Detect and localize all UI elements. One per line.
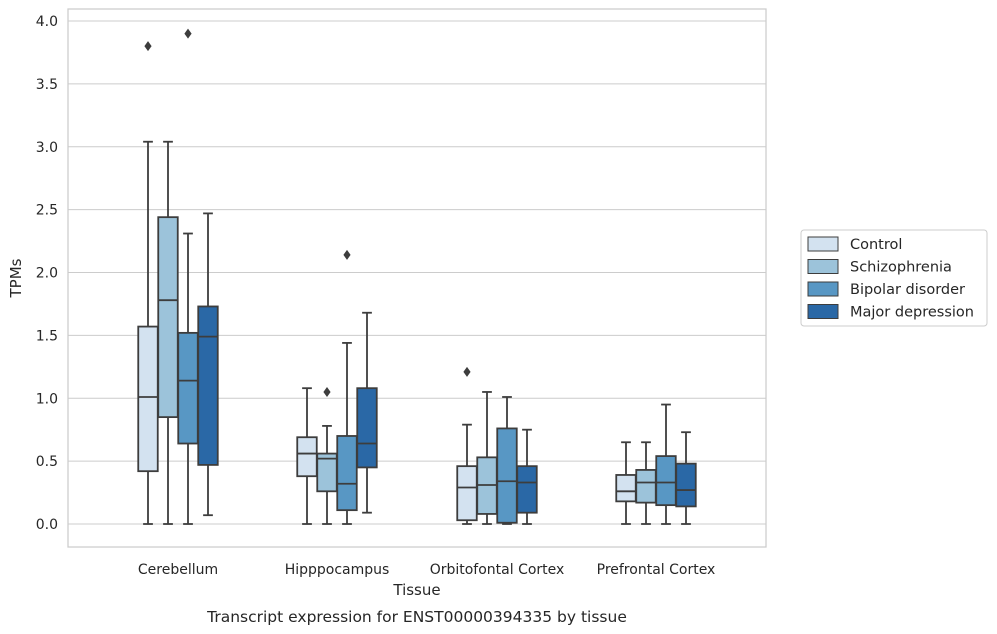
iqr-box (615, 474, 637, 503)
box-control (296, 387, 318, 525)
box-major-depression (675, 431, 697, 525)
y-tick-label: 3.0 (36, 140, 58, 156)
x-tick-label: Orbitofontal Cortex (430, 562, 565, 578)
box-bipolar-disorder (177, 28, 199, 525)
iqr-box (356, 387, 378, 469)
box-major-depression (197, 212, 219, 517)
x-tick-label: Prefrontal Cortex (597, 562, 716, 578)
outlier-point (323, 386, 331, 397)
box-major-depression (516, 428, 538, 525)
boxes (137, 28, 697, 525)
y-tick-label: 1.5 (36, 328, 58, 344)
legend-label: Schizophrenia (850, 260, 952, 276)
box-bipolar-disorder (655, 403, 677, 525)
x-tick-label: Hipppocampus (285, 562, 390, 578)
iqr-box (655, 455, 677, 507)
y-tick-label: 1.0 (36, 391, 58, 407)
legend-swatch (807, 236, 839, 252)
legend-swatch (807, 259, 839, 274)
box-control (456, 366, 478, 525)
box-schizophrenia (316, 386, 338, 525)
iqr-box (296, 436, 318, 478)
box-major-depression (356, 311, 378, 514)
y-tick-label: 2.0 (36, 266, 58, 282)
iqr-box (675, 462, 697, 508)
x-axis-ticks: Cerebellum Hipppocampus Orbitofontal Corte… (138, 562, 715, 578)
box-bipolar-disorder (336, 249, 358, 525)
y-tick-label: 0.0 (36, 517, 58, 533)
y-tick-label: 4.0 (36, 14, 58, 30)
legend-label: Control (850, 237, 902, 253)
iqr-box (516, 465, 538, 514)
box-schizophrenia (476, 391, 498, 525)
legend-swatch (807, 281, 839, 297)
iqr-box (177, 331, 199, 445)
box-bipolar-disorder (496, 396, 518, 525)
chart-caption: Transcript expression for ENST0000039433… (206, 608, 627, 626)
iqr-box (137, 325, 159, 473)
y-tick-label: 0.5 (36, 454, 58, 470)
iqr-box (336, 435, 358, 512)
legend-label: Bipolar disorder (850, 282, 965, 298)
legend-swatch (807, 304, 839, 319)
box-control (615, 441, 637, 525)
legend-frame (800, 229, 988, 327)
plot-frame (67, 8, 767, 548)
iqr-box (157, 216, 179, 419)
legend-label: Major depression (850, 305, 974, 321)
y-axis-ticks: 0.0 0.5 1.0 1.5 2.0 2.5 3.0 3.5 4.0 (36, 14, 58, 533)
x-tick-label: Cerebellum (138, 562, 218, 578)
iqr-box (635, 469, 657, 504)
outlier-point (184, 28, 192, 39)
legend: Control Schizophrenia Bipolar disorder Majo… (800, 229, 988, 327)
x-axis-label: Tissue (392, 581, 440, 599)
y-tick-label: 2.5 (36, 203, 58, 219)
iqr-box (197, 305, 219, 466)
outlier-point (144, 41, 152, 52)
y-axis-label: TPMs (7, 258, 25, 298)
iqr-box (496, 427, 518, 524)
iqr-box (456, 465, 478, 522)
outlier-point (343, 249, 351, 260)
box-control (137, 41, 159, 525)
box-schizophrenia (635, 441, 657, 525)
y-tick-label: 3.5 (36, 77, 58, 93)
outlier-point (463, 366, 471, 377)
box-schizophrenia (157, 140, 179, 525)
